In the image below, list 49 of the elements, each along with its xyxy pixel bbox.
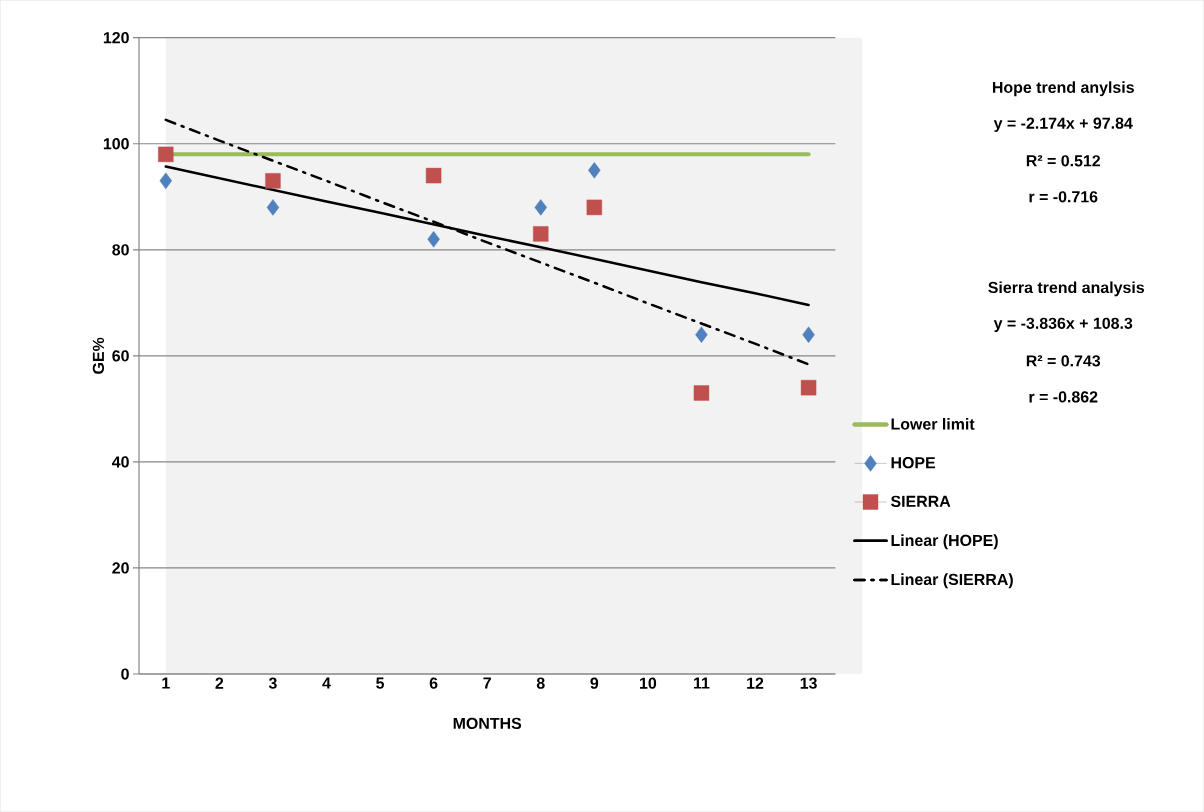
point (533, 226, 549, 242)
y-axis-title: GE% (92, 337, 105, 374)
text: R² = 0.512 (1026, 155, 1101, 167)
y-tick-label: 60 (112, 350, 129, 362)
point (158, 146, 174, 163)
x-tick-label: 6 (429, 677, 438, 689)
point (427, 231, 440, 248)
point (265, 173, 281, 189)
point (588, 162, 601, 179)
text: Hope trend anylsis (992, 81, 1134, 97)
point (695, 326, 708, 343)
y-tick-label: 40 (111, 456, 129, 468)
text: R² = 0.743 (1026, 355, 1101, 367)
y-tick-label: 80 (112, 244, 129, 256)
text: r = -0.716 (1029, 191, 1098, 203)
x-tick-label: 11 (694, 677, 710, 689)
y-tick-label: 20 (112, 562, 129, 574)
x-tick-label: 7 (483, 677, 491, 689)
x-tick-label: 12 (747, 677, 764, 689)
legend-label: Lower limit (891, 418, 975, 430)
x-tick-label: 13 (800, 677, 817, 689)
legend-label: HOPE (891, 457, 936, 469)
text: Sierra trend analysis (988, 281, 1145, 297)
x-tick-label: 1 (162, 677, 170, 689)
point (800, 380, 817, 396)
point (802, 326, 815, 343)
point (266, 199, 280, 216)
point (586, 199, 603, 216)
x-tick-label: 9 (590, 677, 599, 689)
text: y = -2.174x + 97.84 (993, 117, 1133, 133)
y-tick-label: 100 (103, 138, 129, 150)
legend-label: Linear (HOPE) (891, 534, 998, 550)
x-tick-label: 10 (640, 677, 657, 689)
y-tick-label: 120 (103, 32, 129, 44)
point (693, 385, 710, 401)
x-tick-label: 4 (322, 677, 331, 689)
point (534, 199, 547, 216)
x-axis-title: MONTHS (453, 717, 522, 730)
y-tick-label: 0 (121, 668, 129, 680)
x-tick-label: 5 (376, 677, 385, 689)
point (425, 167, 442, 184)
text: y = -3.836x + 108.3 (993, 317, 1133, 333)
x-tick-label: 8 (536, 677, 545, 689)
legend-label: SIERRA (890, 495, 951, 508)
point (159, 172, 172, 190)
x-tick-label: 2 (215, 677, 224, 689)
x-tick-label: 3 (268, 677, 277, 689)
text: r = -0.862 (1029, 391, 1098, 403)
legend-label: Linear (SIERRA) (891, 573, 1013, 589)
